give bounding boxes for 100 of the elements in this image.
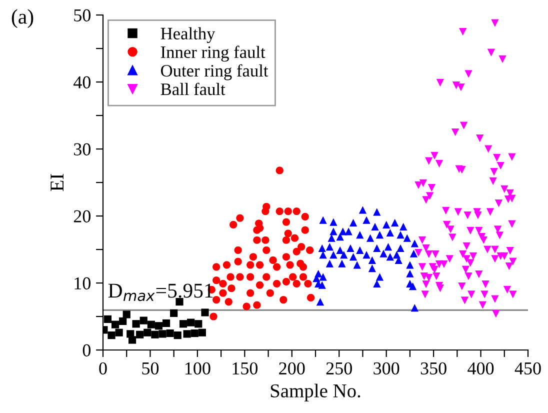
x-tick-label: 250 (326, 362, 352, 375)
point (194, 320, 202, 328)
y-tick-label: 20 (74, 210, 91, 222)
point (366, 234, 374, 242)
point (340, 251, 348, 259)
point (115, 328, 123, 336)
point (353, 261, 361, 269)
y-tick-label: 10 (74, 277, 91, 290)
point (349, 253, 358, 261)
point (198, 328, 206, 336)
legend-label: Ball fault (160, 82, 226, 96)
point (154, 322, 163, 330)
point (371, 222, 379, 231)
y-tick-label: 0 (82, 344, 91, 356)
point (316, 298, 324, 306)
point (356, 246, 364, 254)
point (122, 310, 130, 318)
point (384, 243, 392, 251)
legend-label: Inner ring fault (160, 46, 266, 62)
x-tick-label: 400 (468, 362, 494, 375)
point (136, 330, 144, 338)
point (338, 260, 346, 268)
point (147, 320, 155, 328)
point (174, 331, 182, 340)
point (128, 336, 136, 344)
point (183, 330, 191, 338)
point (382, 220, 390, 229)
point (330, 251, 338, 259)
x-tick-label: 200 (279, 362, 305, 375)
point (151, 330, 159, 338)
point (410, 250, 418, 258)
point (408, 282, 417, 290)
x-tick-label: 150 (232, 362, 258, 375)
point (140, 316, 148, 324)
point (346, 244, 354, 252)
point (162, 319, 170, 328)
point (119, 317, 127, 325)
point (187, 318, 195, 326)
point (330, 218, 338, 226)
point (319, 216, 327, 224)
x-tick-label: 300 (374, 362, 400, 375)
y-tick-label: 50 (74, 9, 91, 22)
ref-line-label: D$_{max}$=5.951 (108, 284, 213, 302)
point (368, 264, 376, 272)
x-axis-title: Sample No. (270, 384, 360, 402)
point (373, 244, 381, 252)
point (158, 330, 166, 338)
point (201, 308, 209, 316)
point (111, 320, 120, 328)
point (344, 228, 352, 236)
point (406, 270, 414, 278)
point (330, 228, 338, 236)
point (356, 230, 364, 239)
x-tick-label: 0 (99, 362, 107, 375)
point (362, 251, 370, 259)
point (373, 208, 381, 216)
x-tick-label: 450 (514, 362, 541, 375)
point (376, 230, 384, 239)
point (336, 232, 344, 241)
x-tick-label: 100 (185, 362, 210, 375)
point (166, 329, 174, 338)
point (319, 273, 327, 281)
point (396, 244, 404, 252)
point (368, 256, 376, 264)
point (373, 280, 381, 288)
y-tick-label: 30 (74, 143, 91, 156)
point (410, 304, 418, 312)
point (319, 251, 327, 259)
point (400, 222, 408, 231)
point (190, 329, 198, 338)
point (410, 240, 418, 248)
y-tick-label: 40 (73, 76, 91, 88)
point (132, 320, 140, 328)
point (328, 234, 336, 242)
point (318, 244, 326, 252)
point (108, 331, 116, 340)
y-axis-title: EI (50, 174, 64, 192)
point (391, 218, 399, 227)
point (349, 218, 358, 227)
legend-label: Outer ring fault (161, 64, 268, 80)
point (386, 228, 394, 237)
point (336, 246, 344, 254)
x-tick-label: 50 (142, 362, 159, 375)
point (406, 261, 414, 269)
point (176, 298, 184, 306)
point (170, 309, 178, 317)
point (396, 230, 404, 239)
x-tick-label: 350 (420, 362, 446, 375)
legend-label: Healthy (160, 27, 216, 44)
point (326, 243, 334, 251)
point (358, 206, 367, 214)
point (376, 273, 384, 281)
point (318, 281, 326, 289)
point (362, 216, 370, 224)
text: (a) (12, 9, 34, 28)
point (144, 328, 152, 336)
point (179, 320, 188, 328)
point (326, 260, 334, 268)
point (403, 234, 411, 242)
point (386, 253, 394, 261)
